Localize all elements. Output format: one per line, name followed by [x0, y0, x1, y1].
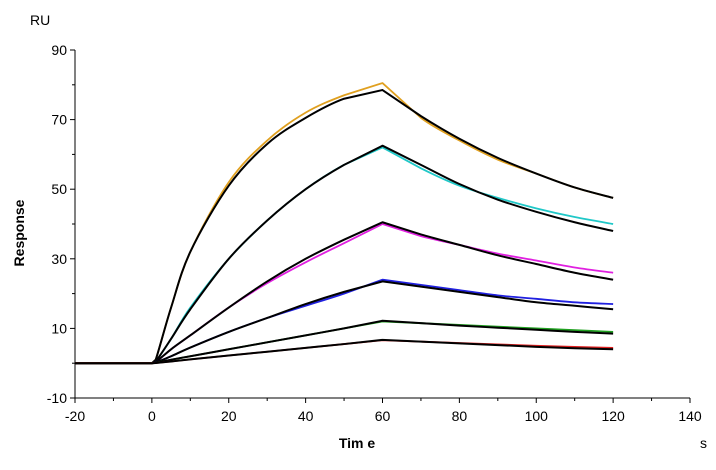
- y-tick-label: 30: [51, 251, 67, 267]
- y-axis-title: Response: [11, 199, 27, 266]
- y-tick-label: -10: [47, 390, 67, 406]
- x-axis-title: Tim e: [339, 435, 376, 451]
- x-tick-label: 60: [375, 408, 391, 424]
- y-unit-label: RU: [30, 12, 50, 28]
- response-curve-0: [75, 82, 614, 365]
- x-tick-label: 120: [601, 408, 625, 424]
- fit-curve-7: [75, 280, 614, 365]
- fit-curve-1: [75, 89, 614, 365]
- y-tick-label: 90: [51, 42, 67, 58]
- x-tick-label: 40: [298, 408, 314, 424]
- y-tick-label: 10: [51, 320, 67, 336]
- y-tick-label: 50: [51, 181, 67, 197]
- x-tick-label: -20: [65, 408, 85, 424]
- y-tick-label: 70: [51, 112, 67, 128]
- x-tick-label: 0: [148, 408, 156, 424]
- x-tick-label: 140: [678, 408, 702, 424]
- series-layer: [75, 82, 614, 365]
- x-tick-label: 80: [452, 408, 468, 424]
- axes: -10 10 30 50 70 90 -20 0 20 40 60 80 100 120 140: [47, 42, 702, 424]
- x-tick-label: 20: [221, 408, 237, 424]
- fit-curve-3: [75, 144, 614, 365]
- response-curve-2: [75, 146, 614, 365]
- fit-curve-5: [75, 221, 614, 365]
- fit-curve-11: [75, 338, 614, 365]
- x-tick-label: 100: [525, 408, 549, 424]
- x-unit-label: s: [700, 435, 707, 451]
